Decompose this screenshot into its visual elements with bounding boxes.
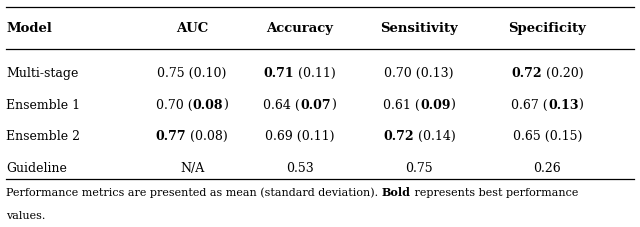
- Text: (0.14): (0.14): [413, 130, 456, 143]
- Text: 0.77: 0.77: [156, 130, 186, 143]
- Text: 0.64 (: 0.64 (: [263, 99, 300, 112]
- Text: represents best performance: represents best performance: [411, 188, 579, 198]
- Text: Performance metrics are presented as mean (standard deviation).: Performance metrics are presented as mea…: [6, 188, 382, 198]
- Text: (0.08): (0.08): [186, 130, 228, 143]
- Text: Guideline: Guideline: [6, 162, 67, 175]
- Text: 0.71: 0.71: [263, 67, 294, 80]
- Text: Bold: Bold: [382, 188, 411, 198]
- Text: ): ): [223, 99, 228, 112]
- Text: Specificity: Specificity: [508, 22, 586, 35]
- Text: Ensemble 1: Ensemble 1: [6, 99, 81, 112]
- Text: N/A: N/A: [180, 162, 204, 175]
- Text: 0.13: 0.13: [548, 99, 579, 112]
- Text: 0.65 (0.15): 0.65 (0.15): [513, 130, 582, 143]
- Text: Sensitivity: Sensitivity: [380, 22, 458, 35]
- Text: Multi-stage: Multi-stage: [6, 67, 79, 80]
- Text: (0.11): (0.11): [294, 67, 336, 80]
- Text: 0.75 (0.10): 0.75 (0.10): [157, 67, 227, 80]
- Text: Ensemble 2: Ensemble 2: [6, 130, 81, 143]
- Text: ): ): [579, 99, 583, 112]
- Text: ): ): [331, 99, 336, 112]
- Text: 0.70 (0.13): 0.70 (0.13): [385, 67, 454, 80]
- Text: 0.61 (: 0.61 (: [383, 99, 420, 112]
- Text: 0.75: 0.75: [405, 162, 433, 175]
- Text: 0.26: 0.26: [533, 162, 561, 175]
- Text: 0.72: 0.72: [511, 67, 541, 80]
- Text: 0.67 (: 0.67 (: [511, 99, 548, 112]
- Text: (0.20): (0.20): [541, 67, 583, 80]
- Text: Model: Model: [6, 22, 52, 35]
- Text: 0.09: 0.09: [420, 99, 451, 112]
- Text: Accuracy: Accuracy: [266, 22, 333, 35]
- Text: 0.70 (: 0.70 (: [156, 99, 193, 112]
- Text: 0.53: 0.53: [285, 162, 314, 175]
- Text: AUC: AUC: [176, 22, 208, 35]
- Text: 0.69 (0.11): 0.69 (0.11): [265, 130, 334, 143]
- Text: values.: values.: [6, 211, 46, 221]
- Text: 0.72: 0.72: [383, 130, 413, 143]
- Text: 0.07: 0.07: [300, 99, 331, 112]
- Text: ): ): [451, 99, 455, 112]
- Text: 0.08: 0.08: [193, 99, 223, 112]
